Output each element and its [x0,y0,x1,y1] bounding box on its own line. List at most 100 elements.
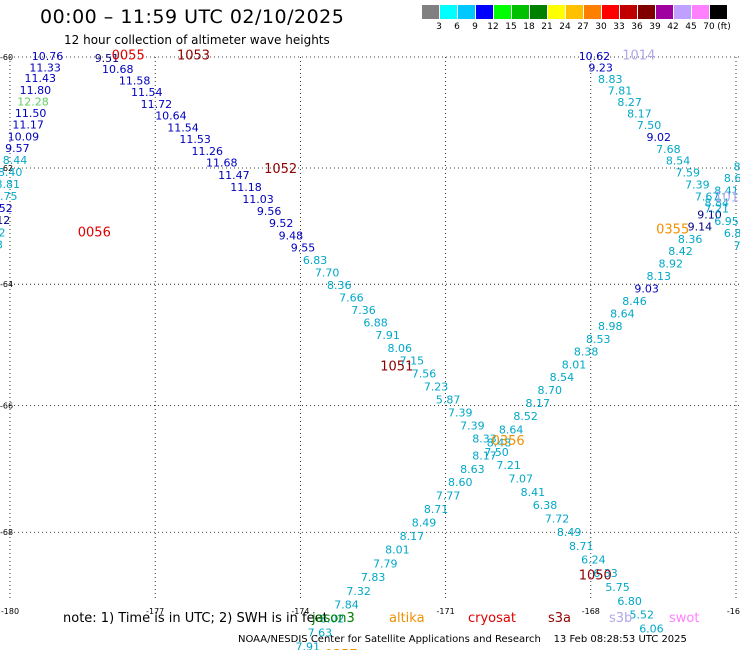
wave-height-value: 8.40 [0,166,22,179]
wave-height-value: 10.68 [102,63,133,76]
lat-label: -62 [0,164,13,173]
wave-height-value: 11.54 [167,121,199,134]
legend-label: 39 [649,22,661,32]
wave-height-value: 8.02 [320,613,345,626]
legend-swatch [638,5,655,19]
wave-height-value: 11.80 [20,84,52,97]
wave-height-value: 7.81 [608,84,633,97]
wave-height-value: 10.64 [155,110,187,123]
legend-swatch [548,5,565,19]
legend-swatch [494,5,511,19]
lon-label: -180 [1,607,19,616]
wave-height-value: 11.72 [141,98,173,111]
wave-height-value: 7.72 [545,513,570,526]
legend-label: 15 [505,22,517,32]
satellite-name: s3a [548,611,572,626]
wave-height-value: 9.57 [5,142,30,155]
wave-height-value: 11.43 [25,72,57,85]
wave-height-value: 8.38 [574,346,599,359]
track-time-label: 0356 [492,434,525,449]
wave-height-value: 11.26 [192,145,224,158]
legend-swatch [710,5,727,19]
wave-height-value: 7.66 [339,291,364,304]
wave-height-value: 8.17 [400,530,425,543]
wave-height-value: 6.33 [593,567,618,580]
lon-label: -168 [582,607,600,616]
wave-height-value: 11.50 [15,107,47,120]
wave-height-value: 11.58 [119,74,150,87]
legend-swatch [458,5,475,19]
satellite-name: altika [389,611,425,626]
legend-swatch [584,5,601,19]
wave-height-value: 9.48 [279,229,304,242]
wave-height-value: 8.70 [538,384,563,397]
wave-height-value: 9.02 [646,131,671,144]
wave-height-value: 8.01 [562,358,587,371]
wave-height-value: 9.51 [95,52,120,65]
legend-unit: (ft) [717,22,731,32]
wave-height-value: 7.56 [412,368,437,381]
wave-height-value: 7.84 [334,599,359,612]
legend-label: 27 [577,22,589,32]
wave-height-value: 11.54 [131,86,163,99]
legend-swatch [530,5,547,19]
wave-height-value: 8.13 [646,270,671,283]
wave-height-value: 7.15 [734,239,740,252]
wave-height-value: 6.24 [581,553,606,566]
wave-height-value: 8.54 [666,155,691,168]
wave-height-value: 8.33 [472,433,497,446]
wave-height-value: 8.17 [525,397,550,410]
wave-height-value: 8.42 [668,245,693,258]
wave-height-value: 8.59 [734,160,740,173]
wave-height-value: 8.98 [598,320,623,333]
wave-height-value: 9.03 [634,282,659,295]
legend-label: 45 [685,22,697,32]
wave-height-value: 5.75 [605,581,630,594]
wave-height-value: 11.03 [242,193,274,206]
wave-height-value: 10.76 [32,50,63,63]
track-time-label: 0355 [656,222,689,237]
footer-credit: NOAA/NESDIS Center for Satellite Applica… [238,634,687,645]
wave-height-value: 7.77 [436,490,461,503]
wave-height-value: 7.83 [361,571,386,584]
track-time-label: 1052 [264,162,297,177]
wave-height-value: 8.53 [586,333,611,346]
wave-height-value: 8.06 [388,342,413,355]
wave-height-value: 8.36 [327,279,352,292]
wave-height-value: 8.17 [472,450,497,463]
wave-height-value: 6.80 [617,595,642,608]
wave-height-value: 7.32 [346,585,371,598]
wave-height-value: 10.62 [579,50,611,63]
wave-height-value: 7.67 [695,191,720,204]
wave-height-soundings: 10.7611.3311.4311.8012.2811.5011.1710.09… [0,50,740,650]
lat-label: -60 [0,53,13,62]
wave-height-value: 7.21 [705,203,730,216]
wave-height-value: 8.71 [569,540,594,553]
legend-swatch [422,5,439,19]
lat-label: -68 [0,528,13,537]
wave-height-value: 11.47 [218,169,250,182]
legend-label: 24 [559,22,571,32]
wave-height-value: 8.01 [385,544,410,557]
wave-height-value: 7.50 [484,446,509,459]
wave-height-value: 8.81 [0,178,20,191]
wave-height-value: 7.39 [685,179,710,192]
wave-height-value: 7.39 [460,420,485,433]
wave-height-value: 7.68 [656,143,681,156]
wave-height-value: 8.60 [448,476,473,489]
wave-height-value: 7.50 [637,119,662,132]
wave-height-value: 7.79 [373,557,398,570]
axis-labels: -60-62-64-66-68-70-180-177-174-171-168-1… [0,53,740,616]
wave-height-value: 8.64 [610,307,635,320]
lon-label: -171 [437,607,455,616]
track-time-label: 0055 [112,48,145,63]
wave-height-value: 9.52 [0,202,13,215]
wave-height-value: 7.70 [315,266,340,279]
wave-height-value: 6.06 [639,623,664,636]
wave-height-value: 7.21 [496,459,521,472]
wave-height-value: 8.27 [617,96,642,109]
wave-height-value: 6.95 [714,215,739,228]
wave-height-value: 6.83 [724,227,740,240]
track-time-label: 1014 [622,48,655,63]
